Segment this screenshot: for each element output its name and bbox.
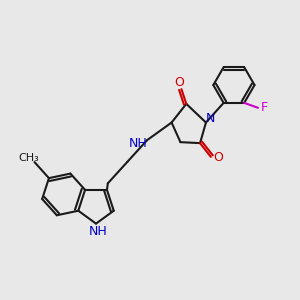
Text: O: O [213,152,223,164]
Text: NH: NH [129,136,148,150]
Text: F: F [260,101,267,114]
Text: CH₃: CH₃ [18,153,39,164]
Text: NH: NH [88,225,107,238]
Text: N: N [206,112,215,125]
Text: O: O [175,76,184,89]
